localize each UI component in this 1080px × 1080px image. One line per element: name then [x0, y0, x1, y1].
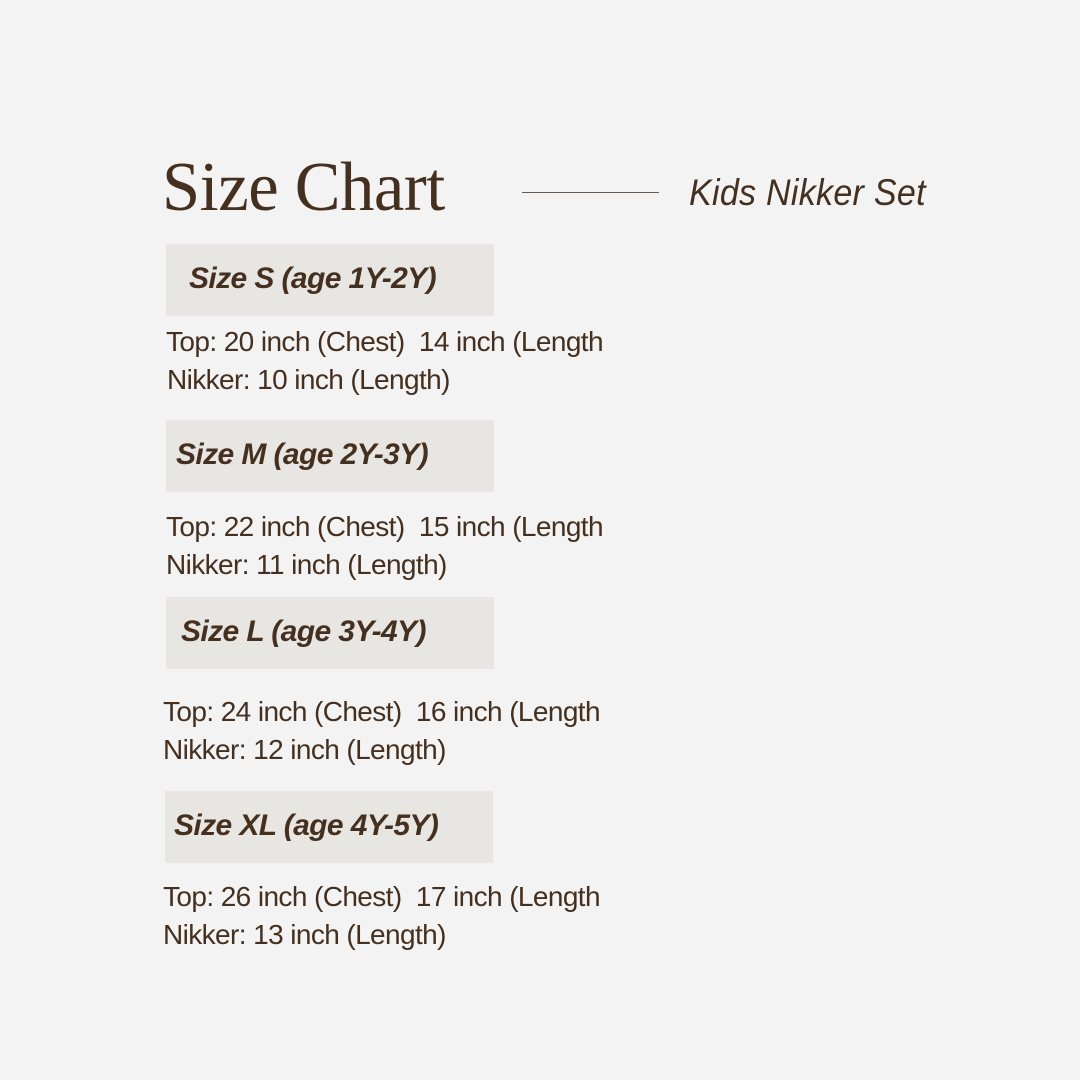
top-measurement: Top: 22 inch (Chest) 15 inch (Length [166, 511, 604, 542]
size-label: Size L (age 3Y-4Y) [181, 615, 426, 648]
size-label: Size XL (age 4Y-5Y) [174, 809, 439, 842]
top-measurement: Top: 20 inch (Chest) 14 inch (Length [166, 326, 604, 357]
size-label-box: Size M (age 2Y-3Y) [166, 420, 494, 492]
page-title: Size Chart [162, 149, 445, 226]
top-measurement: Top: 26 inch (Chest) 17 inch (Length [163, 881, 601, 912]
size-label: Size M (age 2Y-3Y) [176, 438, 429, 471]
size-label-box: Size S (age 1Y-2Y) [166, 244, 494, 316]
divider-line [522, 192, 659, 193]
size-label: Size S (age 1Y-2Y) [189, 262, 437, 295]
nikker-measurement: Nikker: 12 inch (Length) [163, 734, 446, 765]
nikker-measurement: Nikker: 10 inch (Length) [167, 364, 450, 395]
nikker-measurement: Nikker: 11 inch (Length) [166, 549, 447, 580]
size-label-box: Size L (age 3Y-4Y) [166, 597, 494, 669]
page-subtitle: Kids Nikker Set [689, 172, 926, 213]
size-label-box: Size XL (age 4Y-5Y) [165, 791, 493, 863]
nikker-measurement: Nikker: 13 inch (Length) [163, 919, 446, 950]
top-measurement: Top: 24 inch (Chest) 16 inch (Length [163, 696, 601, 727]
